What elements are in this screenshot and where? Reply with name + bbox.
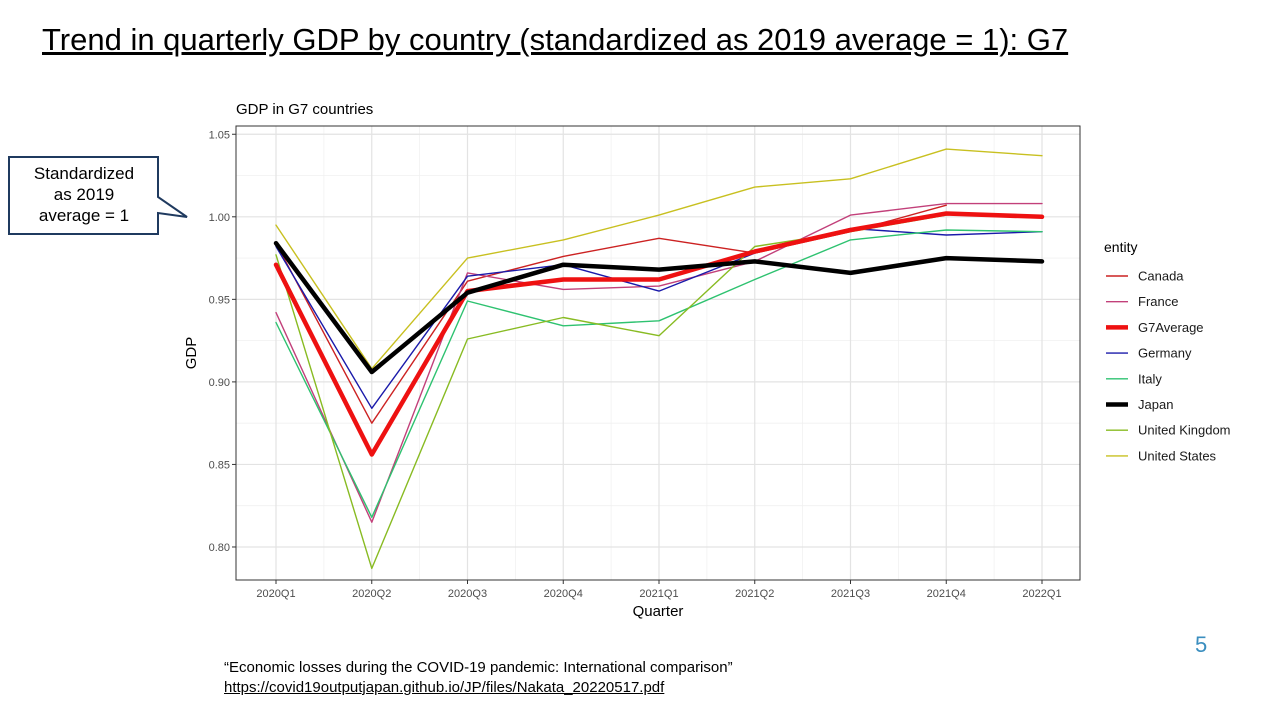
x-tick-label: 2020Q1	[256, 588, 295, 600]
x-tick-label: 2020Q3	[448, 588, 487, 600]
callout-line: average = 1	[38, 206, 130, 225]
source-link[interactable]: https://covid19outputjapan.github.io/JP/…	[224, 679, 665, 696]
legend-label: Germany	[1138, 346, 1192, 361]
gdp-line-chart: GDP in G7 countries 0.80 0.85 0.90 0.95 1.00 1…	[183, 101, 1231, 620]
x-tick-label: 2020Q2	[352, 588, 391, 600]
x-tick-label: 2021Q4	[927, 588, 966, 600]
y-axis-title: GDP	[183, 337, 200, 370]
legend-label: United Kingdom	[1138, 423, 1231, 438]
y-tick-label: 0.95	[209, 294, 230, 306]
callout-box	[8, 156, 188, 235]
callout-line: as 2019	[53, 185, 115, 204]
legend-label: G7Average	[1138, 320, 1204, 335]
x-axis-title: Quarter	[633, 603, 684, 620]
y-tick-label: 1.05	[209, 129, 230, 141]
source-quote: “Economic losses during the COVID-19 pan…	[224, 659, 733, 676]
plot-border	[235, 125, 1081, 581]
x-tick-label: 2022Q1	[1022, 588, 1061, 600]
x-tick-label: 2021Q2	[735, 588, 774, 600]
legend-label: Italy	[1138, 371, 1162, 386]
series-line-united-states	[275, 148, 1043, 370]
callout-line: Standardized	[33, 164, 135, 183]
legend-label: Japan	[1138, 397, 1173, 412]
callout-text: Standardized as 2019 average = 1	[10, 163, 158, 226]
slide-title: Trend in quarterly GDP by country (stand…	[42, 22, 1069, 57]
page-number: 5	[1195, 632, 1208, 657]
legend-title: entity	[1104, 239, 1137, 255]
source-citation: “Economic losses during the COVID-19 pan…	[224, 658, 733, 698]
series-line-france	[275, 202, 1043, 523]
legend-label: Canada	[1138, 269, 1184, 284]
y-tick-label: 0.85	[209, 459, 230, 471]
chart-title: GDP in G7 countries	[236, 101, 373, 118]
series-line-italy	[275, 229, 1043, 518]
y-tick-label: 0.80	[209, 542, 230, 554]
x-tick-label: 2021Q1	[639, 588, 678, 600]
series-line-g7average	[273, 211, 1045, 457]
legend-label: United States	[1138, 448, 1217, 463]
x-tick-label: 2021Q3	[831, 588, 870, 600]
y-tick-label: 0.90	[209, 377, 230, 389]
y-tick-label: 1.00	[209, 212, 230, 224]
x-tick-label: 2020Q4	[544, 588, 583, 600]
series-line-japan	[273, 240, 1045, 375]
legend-label: France	[1138, 294, 1178, 309]
